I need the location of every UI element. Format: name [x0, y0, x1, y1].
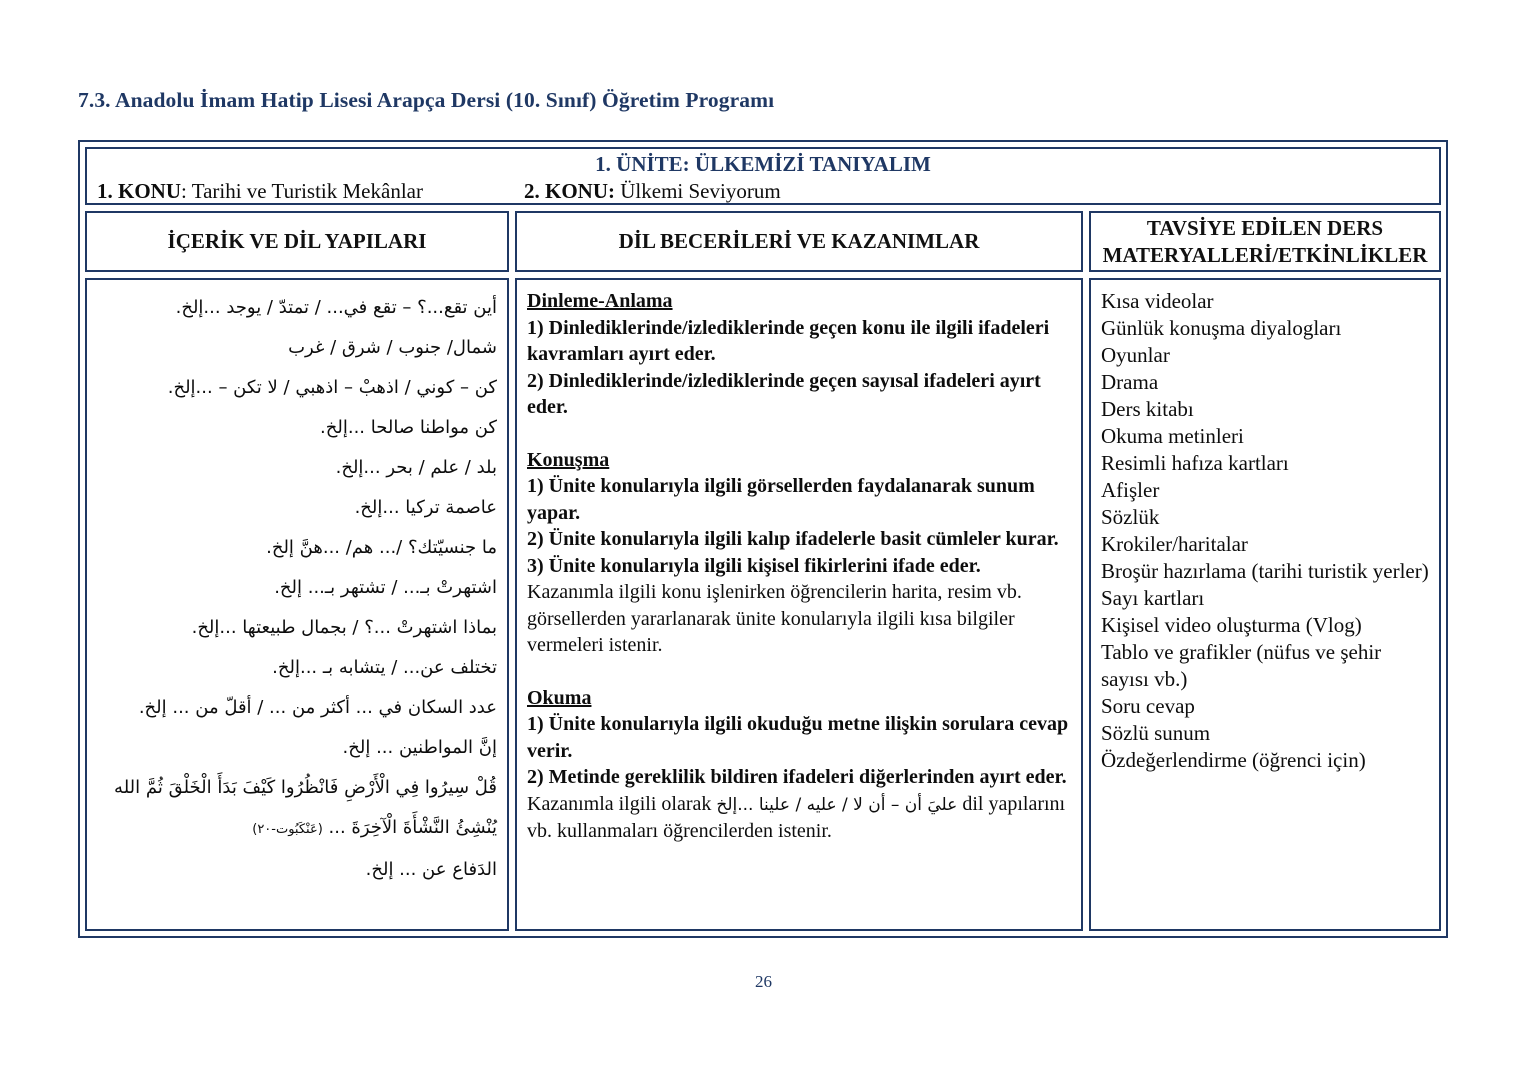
topic-2: 2. KONU: Ülkemi Seviyorum	[524, 179, 781, 203]
material-item: Günlük konuşma diyalogları	[1101, 316, 1342, 340]
unit-title: 1. ÜNİTE: ÜLKEMİZİ TANIYALIM	[595, 152, 931, 176]
skill-items: 1) Dinlediklerinde/izlediklerinde geçen …	[527, 315, 1071, 421]
arabic-line: بلد / علم / بحر ...إلخ.	[335, 457, 497, 478]
skill-section-title: Okuma	[527, 686, 592, 709]
material-item: Kişisel video oluşturma (Vlog)	[1101, 613, 1362, 637]
material-item: Tablo ve grafikler (nüfus ve şehir sayıs…	[1101, 640, 1382, 691]
note-arabic-phrase: عليَ أن – أن لا / عليه / علينا ...إلخ	[716, 794, 958, 815]
material-item: Resimli hafıza kartları	[1101, 451, 1289, 475]
column-header-materials: TAVSİYE EDİLEN DERS MATERYALLERİ/ETKİNLİ…	[1089, 211, 1441, 272]
arabic-lines: أين تقع...؟ – تقع في... / تمتدّ / يوجد .…	[97, 288, 497, 768]
arabic-line: كن – كوني / اذهبْ – اذهبي / لا تكن – ...…	[167, 377, 497, 398]
arabic-line: الدَفاع عن ... إلخ.	[365, 859, 497, 880]
skill-section-dinleme-anlama: Dinleme-Anlama 1) Dinlediklerinde/izledi…	[527, 288, 1071, 421]
arabic-line: اشتهرتْ بـ... / تشتهر بـ... إلخ.	[274, 577, 497, 598]
quran-verse: قُلْ سِيرُوا فِي الْأَرْضِ فَانْظُرُوا ك…	[97, 768, 497, 850]
material-item: Broşür hazırlama (tarihi turistik yerler…	[1101, 559, 1429, 583]
skill-objective: 2) Metinde gereklilik bildiren ifadeleri…	[527, 766, 1067, 788]
arabic-line: عدد السكان في ... أكثر من ... / أقلّ من …	[138, 697, 497, 718]
arabic-line: شمال/ جنوب / شرق / غرب	[288, 337, 497, 358]
skill-section-title: Konuşma	[527, 448, 610, 471]
arabic-line: عاصمة تركيا ...إلخ.	[354, 497, 497, 518]
material-item: Özdeğerlendirme (öğrenci için)	[1101, 748, 1366, 772]
material-item: Sayı kartları	[1101, 586, 1205, 610]
quran-verse-text: قُلْ سِيرُوا فِي الْأَرْضِ فَانْظُرُوا ك…	[114, 777, 497, 838]
skill-objective: 2) Ünite konularıyla ilgili kalıp ifadel…	[527, 528, 1059, 550]
topic-2-text: Ülkemi Seviyorum	[615, 179, 781, 203]
arabic-line: بماذا اشتهرتْ ...؟ / بجمال طبيعتها ...إل…	[191, 617, 497, 638]
skill-objective: 3) Ünite konularıyla ilgili kişisel fiki…	[527, 554, 981, 577]
arabic-line: تختلف عن... / يتشابه بـ ...إلخ.	[272, 657, 497, 678]
material-item: Drama	[1101, 370, 1159, 394]
skill-section-title: Dinleme-Anlama	[527, 290, 673, 312]
column-header-skills: DİL BECERİLERİ VE KAZANIMLAR	[515, 211, 1083, 272]
topic-1-text: : Tarihi ve Turistik Mekânlar	[181, 179, 423, 203]
material-item: Sözlük	[1101, 505, 1160, 529]
material-item: Ders kitabı	[1101, 397, 1194, 421]
arabic-line: أين تقع...؟ – تقع في... / تمتدّ / يوجد .…	[175, 297, 497, 318]
arabic-line: ما جنسيّتك؟ /... هم/ ...هنَّ إلخ.	[266, 537, 497, 558]
materials-list: Kısa videolar Günlük konuşma diyalogları O…	[1101, 288, 1429, 774]
page-number: 26	[755, 972, 772, 991]
skill-section-okuma: Okuma 1) Ünite konularıyla ilgili okuduğ…	[527, 685, 1071, 845]
skill-objective: 1) Dinlediklerinde/izlediklerinde geçen …	[527, 316, 1050, 366]
material-item: Sözlü sunum	[1101, 721, 1211, 745]
page-title: 7.3. Anadolu İmam Hatip Lisesi Arapça De…	[78, 88, 775, 112]
skill-section-konusma: Konuşma 1) Ünite konularıyla ilgili görs…	[527, 447, 1071, 659]
skill-objective: 1) Ünite konularıyla ilgili görsellerden…	[527, 475, 1035, 524]
note-after: dil yapılarını vb. kullanmaları öğrencil…	[527, 792, 1066, 843]
skill-note: Kazanımla ilgili konu işlenirken öğrenci…	[527, 581, 1022, 656]
content-materials-activities: Kısa videolar Günlük konuşma diyalogları O…	[1089, 278, 1441, 931]
arabic-line: كن مواطنا صالحا ...إلخ.	[320, 417, 497, 438]
material-item: Afişler	[1101, 478, 1160, 502]
topic-1: 1. KONU: Tarihi ve Turistik Mekânlar	[97, 179, 423, 203]
skill-items: 1) Ünite konularıyla ilgili okuduğu metn…	[527, 711, 1071, 791]
arabic-line: إنَّ المواطنين ... إلخ.	[342, 737, 497, 758]
content-language-structures: أين تقع...؟ – تقع في... / تمتدّ / يوجد .…	[85, 278, 509, 931]
note-before: Kazanımla ilgili olarak	[527, 792, 717, 815]
topic-1-label: 1. KONU	[97, 179, 181, 203]
content-skills-objectives: Dinleme-Anlama 1) Dinlediklerinde/izledi…	[515, 278, 1083, 931]
material-item: Krokiler/haritalar	[1101, 532, 1248, 556]
material-item: Soru cevap	[1101, 694, 1195, 718]
skill-objective: 2) Dinlediklerinde/izlediklerinde geçen …	[527, 369, 1041, 419]
quran-verse-reference: (عَنْكَبُوت-٢٠)	[252, 822, 323, 837]
column-header-content-structures: İÇERİK VE DİL YAPILARI	[85, 211, 509, 272]
material-item: Okuma metinleri	[1101, 424, 1244, 448]
topic-line: 1. KONU: Tarihi ve Turistik Mekânlar 2. …	[87, 179, 1439, 203]
skill-note-mixed: Kazanımla ilgili olarak عليَ أن – أن لا …	[527, 791, 1071, 845]
material-item: Oyunlar	[1101, 343, 1170, 367]
material-item: Kısa videolar	[1101, 289, 1214, 313]
skill-items: 1) Ünite konularıyla ilgili görsellerden…	[527, 473, 1071, 579]
unit-header-cell: 1. ÜNİTE: ÜLKEMİZİ TANIYALIM 1. KONU: Ta…	[85, 147, 1441, 205]
skill-objective: 1) Ünite konularıyla ilgili okuduğu metn…	[527, 713, 1069, 762]
topic-2-label: 2. KONU:	[524, 179, 615, 203]
curriculum-table: 1. ÜNİTE: ÜLKEMİZİ TANIYALIM 1. KONU: Ta…	[78, 140, 1448, 938]
